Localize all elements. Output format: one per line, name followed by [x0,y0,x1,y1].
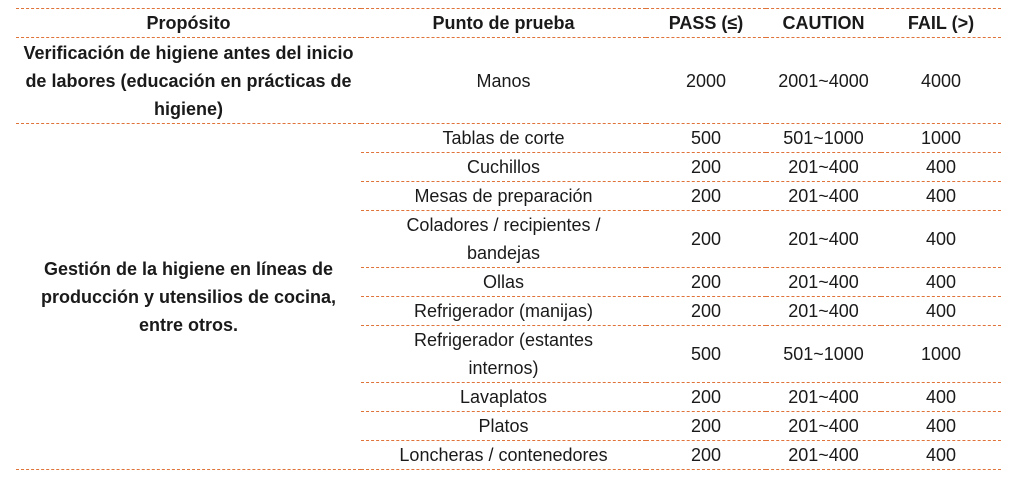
pass-cell: 2000 [646,37,766,124]
fail-cell: 400 [881,181,1001,211]
fail-cell: 400 [881,411,1001,441]
table-row: Ollas 200 201~400 400 [16,267,1001,297]
pass-cell: 500 [646,325,766,383]
header-test-point: Punto de prueba [361,8,646,38]
header-caution: CAUTION [766,8,881,38]
table-row: Lavaplatos 200 201~400 400 [16,382,1001,412]
caution-cell: 201~400 [766,382,881,412]
test-point-cell: Platos [361,411,646,441]
table-row: Platos 200 201~400 400 [16,411,1001,441]
fail-cell: 400 [881,296,1001,326]
test-point-cell: Refrigerador (manijas) [361,296,646,326]
caution-cell: 201~400 [766,181,881,211]
caution-cell: 201~400 [766,411,881,441]
caution-cell: 201~400 [766,296,881,326]
caution-cell: 501~1000 [766,123,881,153]
header-pass: PASS (≤) [646,8,766,38]
pass-cell: 200 [646,267,766,297]
test-point-cell: Loncheras / contenedores [361,440,646,470]
pass-cell: 200 [646,152,766,182]
purpose-cell: Verificación de higiene antes del inicio… [16,37,361,124]
header-purpose: Propósito [16,8,361,38]
table-row: Refrigerador (manijas) 200 201~400 400 [16,296,1001,326]
test-point-text: Refrigerador (estantes internos) [413,330,594,378]
test-point-cell: Manos [361,37,646,124]
caution-cell: 2001~4000 [766,37,881,124]
caution-cell: 201~400 [766,440,881,470]
test-point-cell: Tablas de corte [361,123,646,153]
pass-cell: 200 [646,296,766,326]
fail-cell: 400 [881,440,1001,470]
test-point-cell: Coladores / recipientes / bandejas [361,210,646,268]
test-point-cell: Ollas [361,267,646,297]
caution-cell: 201~400 [766,210,881,268]
caution-cell: 201~400 [766,152,881,182]
header-row: Propósito Punto de prueba PASS (≤) CAUTI… [16,8,1001,38]
header-fail: FAIL (>) [881,8,1001,38]
test-point-cell: Lavaplatos [361,382,646,412]
table-row: Cuchillos 200 201~400 400 [16,152,1001,182]
caution-cell: 501~1000 [766,325,881,383]
table-row: Coladores / recipientes / bandejas 200 2… [16,210,1001,268]
pass-cell: 500 [646,123,766,153]
test-point-cell: Mesas de preparación [361,181,646,211]
fail-cell: 1000 [881,325,1001,383]
table-row: Loncheras / contenedores 200 201~400 400 [16,440,1001,470]
test-point-cell: Refrigerador (estantes internos) [361,325,646,383]
pass-cell: 200 [646,411,766,441]
fail-cell: 400 [881,267,1001,297]
table-row: Gestión de la higiene en líneas de produ… [16,123,1001,470]
test-point-cell: Cuchillos [361,152,646,182]
fail-cell: 400 [881,152,1001,182]
pass-cell: 200 [646,181,766,211]
fail-cell: 1000 [881,123,1001,153]
fail-cell: 400 [881,382,1001,412]
table-row: Verificación de higiene antes del inicio… [16,37,1001,124]
fail-cell: 4000 [881,37,1001,124]
pass-cell: 200 [646,440,766,470]
caution-cell: 201~400 [766,267,881,297]
pass-cell: 200 [646,382,766,412]
pass-cell: 200 [646,210,766,268]
purpose-text: Gestión de la higiene en líneas de produ… [40,258,337,335]
hygiene-standards-table: Propósito Punto de prueba PASS (≤) CAUTI… [16,8,1001,470]
test-point-text: Coladores / recipientes / bandejas [406,215,601,263]
purpose-cell: Gestión de la higiene en líneas de produ… [16,123,361,470]
fail-cell: 400 [881,210,1001,268]
table-row: Refrigerador (estantes internos) 500 501… [16,325,1001,383]
table-row: Mesas de preparación 200 201~400 400 [16,181,1001,211]
